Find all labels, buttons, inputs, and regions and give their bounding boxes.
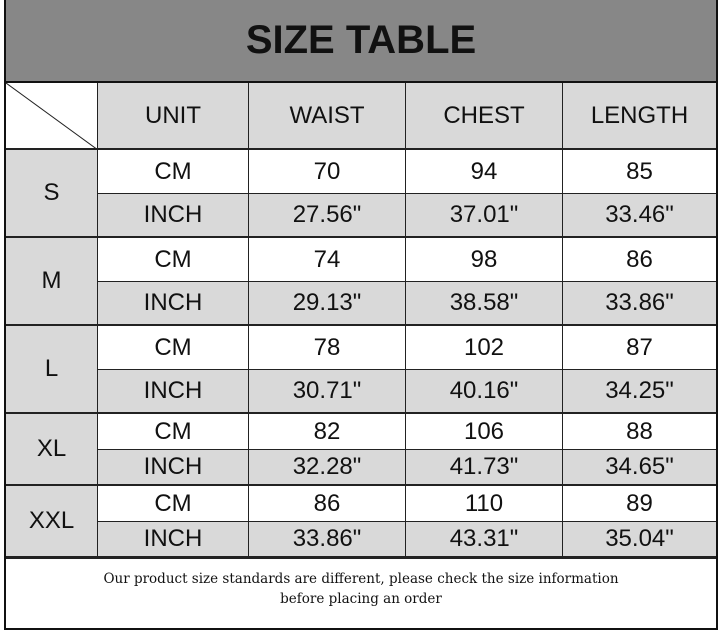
cm-value: 88 (563, 414, 716, 450)
cm-value: 94 (406, 150, 563, 194)
cm-value: 89 (563, 486, 716, 522)
size-label: M (6, 238, 98, 326)
cm-value: 87 (563, 326, 716, 370)
unit-inch: INCH (98, 370, 249, 414)
inch-value: 33.46" (563, 194, 716, 238)
inch-value: 29.13" (249, 282, 406, 326)
inch-value: 43.31" (406, 522, 563, 558)
size-note-line2: before placing an order (280, 591, 442, 607)
size-note: Our product size standards are different… (6, 558, 716, 628)
size-label: XXL (6, 486, 98, 558)
cm-value: 106 (406, 414, 563, 450)
unit-cm: CM (98, 238, 249, 282)
cm-value: 78 (249, 326, 406, 370)
unit-cm: CM (98, 486, 249, 522)
inch-value: 40.16" (406, 370, 563, 414)
inch-value: 34.25" (563, 370, 716, 414)
cm-value: 85 (563, 150, 716, 194)
table-title: SIZE TABLE (6, 0, 716, 83)
inch-value: 34.65" (563, 450, 716, 486)
cm-value: 70 (249, 150, 406, 194)
unit-cm: CM (98, 326, 249, 370)
inch-value: 38.58" (406, 282, 563, 326)
column-header: UNIT (98, 83, 249, 150)
corner-cell (6, 83, 98, 150)
inch-value: 33.86" (563, 282, 716, 326)
size-label: XL (6, 414, 98, 486)
column-header: LENGTH (563, 83, 716, 150)
size-table: SIZE TABLE UNIT WAIST CHEST LENGTH S CM 70 94 85… (4, 0, 718, 630)
column-header: CHEST (406, 83, 563, 150)
unit-inch: INCH (98, 450, 249, 486)
unit-inch: INCH (98, 194, 249, 238)
unit-cm: CM (98, 150, 249, 194)
cm-value: 102 (406, 326, 563, 370)
inch-value: 30.71" (249, 370, 406, 414)
cm-value: 86 (563, 238, 716, 282)
inch-value: 33.86" (249, 522, 406, 558)
cm-value: 86 (249, 486, 406, 522)
unit-inch: INCH (98, 522, 249, 558)
unit-cm: CM (98, 414, 249, 450)
cm-value: 82 (249, 414, 406, 450)
size-grid: UNIT WAIST CHEST LENGTH S CM 70 94 85 INCH 27.56" 3… (6, 83, 716, 558)
cm-value: 110 (406, 486, 563, 522)
unit-inch: INCH (98, 282, 249, 326)
size-note-line1: Our product size standards are different… (103, 571, 619, 587)
inch-value: 37.01" (406, 194, 563, 238)
inch-value: 27.56" (249, 194, 406, 238)
diagonal-line (6, 83, 98, 150)
size-label: S (6, 150, 98, 238)
inch-value: 32.28" (249, 450, 406, 486)
size-label: L (6, 326, 98, 414)
cm-value: 74 (249, 238, 406, 282)
column-header: WAIST (249, 83, 406, 150)
inch-value: 41.73" (406, 450, 563, 486)
cm-value: 98 (406, 238, 563, 282)
inch-value: 35.04" (563, 522, 716, 558)
